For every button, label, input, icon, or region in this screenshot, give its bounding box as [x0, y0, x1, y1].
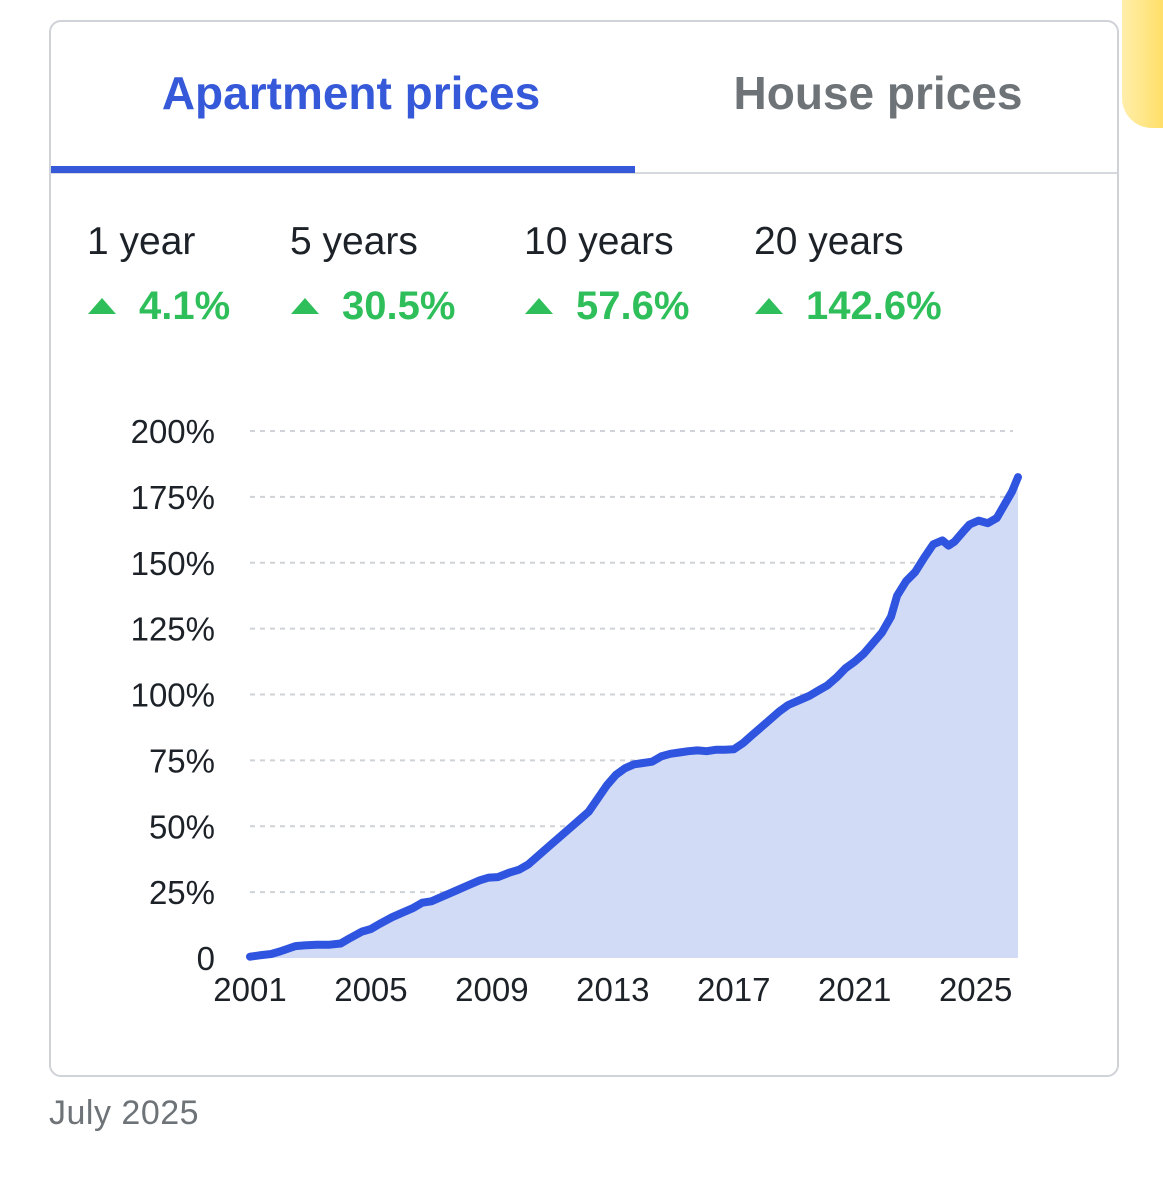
active-tab-indicator [51, 166, 635, 173]
stat-percent: 4.1% [139, 284, 231, 328]
y-tick-label: 50% [149, 808, 215, 845]
series-line [246, 473, 1022, 961]
data-date-label: July 2025 [49, 1094, 200, 1132]
x-tick-label: 2021 [818, 971, 891, 1008]
price-card: Apartment prices House prices 1 year 4.1… [49, 20, 1119, 1077]
x-tick-label: 2017 [697, 971, 770, 1008]
x-tick-label: 2001 [213, 971, 286, 1008]
y-tick-label: 150% [131, 545, 215, 582]
y-tick-label: 175% [131, 479, 215, 516]
stat-change: 57.6% [524, 282, 689, 330]
up-arrow-icon [291, 298, 319, 314]
tab-apartment-prices[interactable]: Apartment prices [51, 22, 635, 172]
stat-percent: 142.6% [806, 284, 942, 328]
corner-highlight [1122, 0, 1163, 128]
y-tick-label: 100% [131, 677, 215, 714]
stat-label: 20 years [754, 220, 904, 263]
x-tick-label: 2013 [576, 971, 649, 1008]
stat-1-year: 1 year 4.1% [87, 218, 230, 330]
up-arrow-icon [525, 298, 553, 314]
stat-label: 10 years [524, 220, 674, 263]
series-area [250, 477, 1018, 958]
stat-20-years: 20 years 142.6% [754, 218, 942, 330]
stat-change: 142.6% [754, 282, 942, 330]
stat-5-years: 5 years 30.5% [290, 218, 455, 330]
x-tick-label: 2005 [334, 971, 407, 1008]
x-tick-label: 2009 [455, 971, 528, 1008]
stat-percent: 57.6% [576, 284, 690, 328]
x-tick-label: 2025 [939, 971, 1012, 1008]
stat-label: 1 year [87, 220, 196, 263]
stat-percent: 30.5% [342, 284, 456, 328]
tab-house-label: House prices [733, 67, 1023, 119]
y-tick-label: 125% [131, 611, 215, 648]
stat-change: 4.1% [87, 282, 230, 330]
stat-label: 5 years [290, 220, 418, 263]
up-arrow-icon [88, 298, 116, 314]
tab-apartment-label: Apartment prices [161, 67, 541, 119]
y-tick-label: 200% [131, 413, 215, 450]
price-index-chart: 0 25% 50% 75% 100% 125% 150% 175% 200% 2001 2005 20… [131, 413, 1022, 1008]
tab-house-prices[interactable]: House prices [635, 22, 1117, 172]
y-tick-label: 25% [149, 874, 215, 911]
y-tick-label: 0 [197, 940, 215, 977]
stat-10-years: 10 years 57.6% [524, 218, 689, 330]
tab-bar: Apartment prices House prices [51, 22, 1117, 174]
stat-change: 30.5% [290, 282, 455, 330]
up-arrow-icon [755, 298, 783, 314]
y-tick-label: 75% [149, 742, 215, 779]
